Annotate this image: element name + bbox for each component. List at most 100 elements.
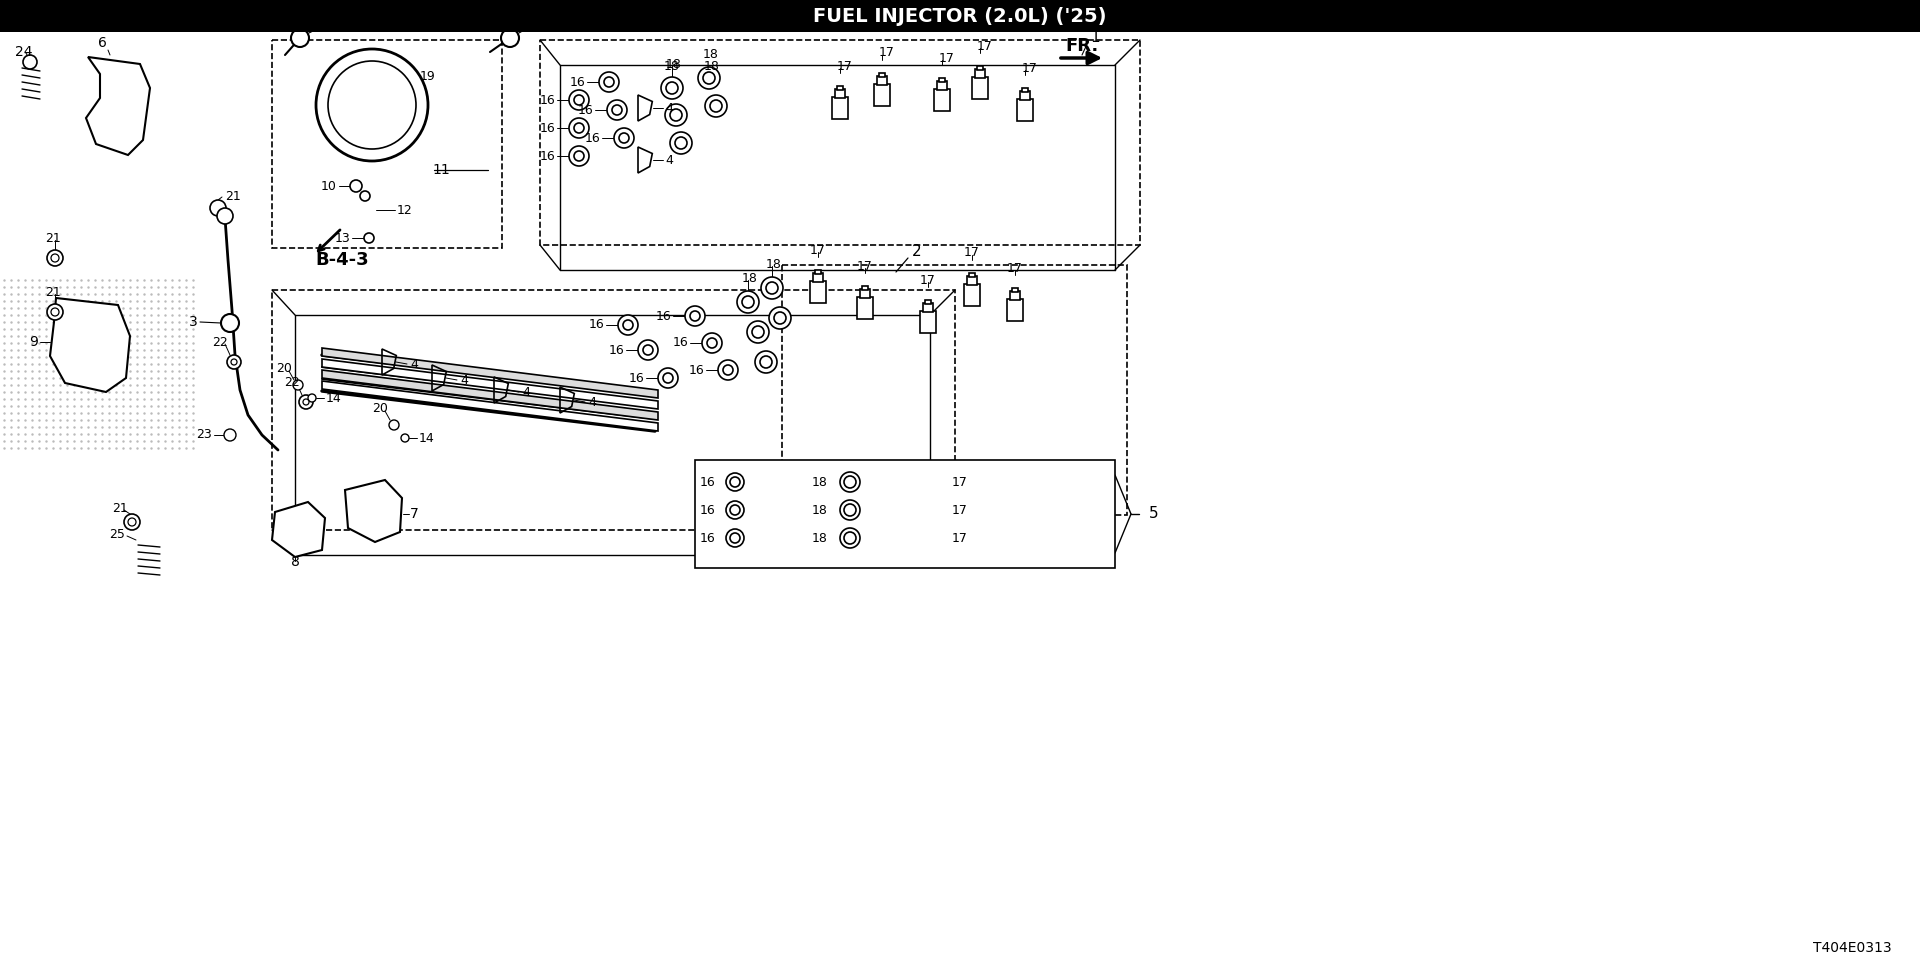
Text: 14: 14 <box>419 431 434 444</box>
Bar <box>0 0 1920 32</box>
Bar <box>1010 291 1020 300</box>
Text: 4: 4 <box>461 374 468 388</box>
Bar <box>695 460 1116 568</box>
Text: 4: 4 <box>588 396 595 410</box>
Bar <box>831 97 849 119</box>
Polygon shape <box>346 480 401 542</box>
Bar <box>858 297 874 319</box>
Circle shape <box>774 312 785 324</box>
Circle shape <box>618 315 637 335</box>
Circle shape <box>737 291 758 313</box>
Circle shape <box>125 514 140 530</box>
Polygon shape <box>323 370 659 420</box>
Bar <box>925 300 931 304</box>
Circle shape <box>845 532 856 544</box>
Circle shape <box>755 351 778 373</box>
Bar <box>985 502 996 518</box>
Text: 16: 16 <box>609 344 624 356</box>
Circle shape <box>666 82 678 94</box>
Bar <box>964 284 979 306</box>
Text: 17: 17 <box>952 503 968 516</box>
Bar <box>273 40 501 248</box>
Text: T404E0313: T404E0313 <box>1812 941 1891 955</box>
Circle shape <box>726 501 745 519</box>
Bar <box>985 530 996 546</box>
Circle shape <box>303 399 309 405</box>
Circle shape <box>221 314 238 332</box>
Text: 4: 4 <box>664 154 672 166</box>
Circle shape <box>599 72 618 92</box>
Text: 4: 4 <box>664 102 672 114</box>
Circle shape <box>568 90 589 110</box>
Bar <box>862 286 868 290</box>
Text: 16: 16 <box>699 532 714 544</box>
Text: 16: 16 <box>628 372 643 385</box>
Text: B-4-3: B-4-3 <box>315 251 369 269</box>
Bar <box>989 494 993 497</box>
Text: 7: 7 <box>411 507 419 521</box>
Text: 16: 16 <box>655 309 670 323</box>
Circle shape <box>574 123 584 133</box>
Text: 18: 18 <box>664 60 680 73</box>
Text: 15: 15 <box>526 21 545 35</box>
Text: 17: 17 <box>810 244 826 256</box>
Circle shape <box>664 104 687 126</box>
Circle shape <box>607 100 628 120</box>
Text: 19: 19 <box>420 69 436 83</box>
Circle shape <box>730 505 739 515</box>
Bar <box>1008 299 1023 321</box>
Text: 16: 16 <box>540 93 555 107</box>
Circle shape <box>753 326 764 338</box>
Circle shape <box>52 308 60 316</box>
Circle shape <box>747 321 770 343</box>
Text: 17: 17 <box>939 52 954 64</box>
Text: 16: 16 <box>568 76 586 88</box>
Text: 13: 13 <box>334 231 349 245</box>
Polygon shape <box>323 381 659 431</box>
Circle shape <box>401 434 409 442</box>
Circle shape <box>685 306 705 326</box>
Text: 5: 5 <box>1148 507 1158 521</box>
Bar <box>1018 99 1033 121</box>
Bar <box>989 522 993 525</box>
Bar <box>874 84 889 106</box>
Text: 3: 3 <box>190 315 198 329</box>
Text: 17: 17 <box>837 60 852 73</box>
Bar <box>879 73 885 77</box>
Circle shape <box>760 277 783 299</box>
Circle shape <box>724 365 733 375</box>
Circle shape <box>365 233 374 243</box>
Circle shape <box>670 132 691 154</box>
Bar <box>835 89 845 98</box>
Circle shape <box>292 29 309 47</box>
Text: 16: 16 <box>672 337 687 349</box>
Circle shape <box>614 128 634 148</box>
Circle shape <box>741 296 755 308</box>
Bar <box>920 311 935 333</box>
Text: 18: 18 <box>766 257 781 271</box>
Text: 1: 1 <box>1091 31 1100 45</box>
Circle shape <box>689 311 701 321</box>
Text: 14: 14 <box>326 392 342 404</box>
Text: 17: 17 <box>856 259 874 273</box>
Bar <box>837 86 843 90</box>
Text: 18: 18 <box>703 47 718 60</box>
Bar <box>924 303 933 312</box>
Circle shape <box>46 304 63 320</box>
Circle shape <box>670 109 682 121</box>
Text: 15: 15 <box>319 21 336 35</box>
Circle shape <box>349 180 363 192</box>
Text: 18: 18 <box>812 503 828 516</box>
Circle shape <box>317 49 428 161</box>
Bar <box>816 270 820 274</box>
Bar <box>987 496 993 502</box>
Circle shape <box>227 355 242 369</box>
Circle shape <box>660 77 684 99</box>
Circle shape <box>390 420 399 430</box>
Circle shape <box>637 340 659 360</box>
Circle shape <box>574 151 584 161</box>
Text: 2: 2 <box>912 245 922 259</box>
Text: 8: 8 <box>290 555 300 569</box>
Circle shape <box>307 394 317 402</box>
Circle shape <box>845 504 856 516</box>
